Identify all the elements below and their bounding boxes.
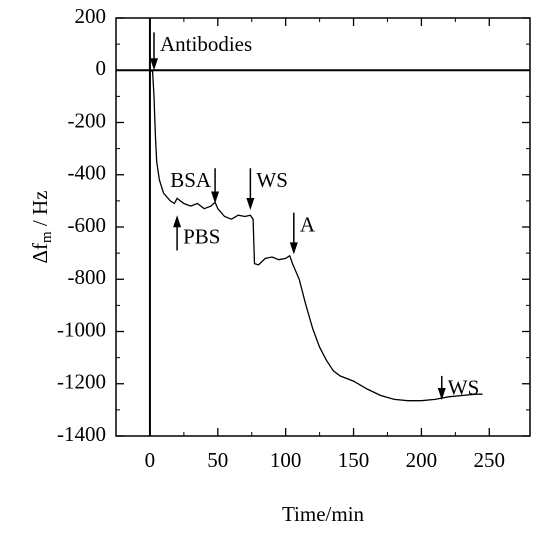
annotation-label: WS xyxy=(256,168,288,192)
annotation-label: A xyxy=(300,212,316,236)
y-label-unit: / Hz xyxy=(28,191,52,232)
y-label-sub: m xyxy=(39,231,55,243)
y-tick-label: -1200 xyxy=(57,370,106,394)
data-line xyxy=(149,69,483,402)
y-tick-label: -600 xyxy=(68,213,107,237)
arrow-head xyxy=(173,215,182,228)
arrow-head xyxy=(289,242,298,255)
annotation-label: PBS xyxy=(183,224,220,248)
x-tick-label: 150 xyxy=(338,448,370,472)
annotation-label: WS xyxy=(448,376,480,400)
y-tick-label: -400 xyxy=(68,161,107,185)
x-tick-label: 50 xyxy=(207,448,228,472)
y-tick-label: -800 xyxy=(68,265,107,289)
y-tick-label: 200 xyxy=(75,4,107,28)
x-tick-label: 100 xyxy=(270,448,302,472)
annotation-label: Antibodies xyxy=(160,32,252,56)
arrow-head xyxy=(437,387,446,400)
x-tick-label: 0 xyxy=(145,448,156,472)
arrow-head xyxy=(211,191,220,204)
y-axis-label: Δfm / Hz xyxy=(28,191,56,264)
y-tick-label: -200 xyxy=(68,108,107,132)
y-tick-label: -1400 xyxy=(57,422,106,446)
annotation-label: BSA xyxy=(170,168,212,192)
x-tick-label: 200 xyxy=(406,448,438,472)
arrow-head xyxy=(246,198,255,211)
arrow-head xyxy=(150,58,159,71)
x-axis-label: Time/min xyxy=(282,502,365,526)
y-tick-label: 0 xyxy=(96,56,107,80)
y-label-main: Δf xyxy=(28,243,52,264)
y-tick-label: -1000 xyxy=(57,317,106,341)
x-tick-label: 250 xyxy=(474,448,506,472)
